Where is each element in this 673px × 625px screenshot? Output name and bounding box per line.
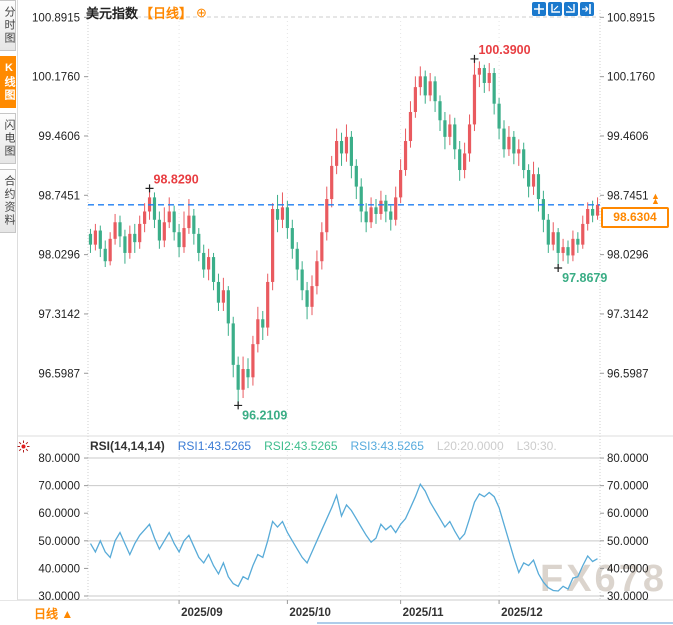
y-axis-label-right: 98.0296 [607,250,649,262]
y-axis-label-left: 98.0296 [38,250,80,262]
chart-titlebar: 美元指数 【日线】 ⊕ [86,3,207,22]
page-title: 美元指数 [86,6,139,21]
rsi-y-label-right: 70.0000 [607,481,649,493]
sidebar: 分时图 K线图闪电图合约资料 [0,0,18,600]
y-axis-label-left: 100.8915 [32,12,80,24]
axis-left-icon[interactable] [548,2,562,16]
y-axis-label-left: 96.5987 [38,368,80,380]
x-axis-label: 2025/10 [289,607,331,619]
rsi-axis: 80.0000 80.0000 70.0000 70.0000 60.0000 60.00… [38,453,648,603]
rsi-y-label-left: 70.0000 [38,481,80,493]
rsi-y-label-left: 50.0000 [38,536,80,548]
timeframe-arrow-icon: ▲ [61,607,74,621]
sidebar-tab-1[interactable]: 分时图 [0,0,16,51]
y-axis-label-right: 98.7451 [607,190,649,202]
x-axis-label: 2025/11 [403,607,445,619]
x-axis-label: 2025/12 [501,607,543,619]
y-axis-label-left: 97.3142 [38,309,80,321]
y-axis-label-left: 99.4606 [38,131,80,143]
rsi-y-label-left: 80.0000 [38,453,80,465]
candlestick-series [88,58,600,406]
chart-toolbar [532,2,594,16]
rsi-y-label-right: 40.0000 [607,563,649,575]
y-axis-label-right: 99.4606 [607,131,649,143]
horizontal-scrollbar-thumb[interactable] [317,622,673,624]
x-axis-label: 2025/09 [181,607,223,619]
indicator-settings-icon[interactable] [17,440,30,458]
rsi-legend: RSI(14,14,14) RSI1:43.5265 RSI2:43.5265 RSI… [90,439,557,453]
axis-right-icon[interactable] [564,2,578,16]
sidebar-tab-2[interactable]: K线图 [0,56,16,108]
period-label: 【日线】 [140,6,193,21]
rsi-y-label-left: 40.0000 [38,563,80,575]
rsi-legend-item-4: RSI3:43.5265 [350,439,424,453]
rsi-legend-item-2: RSI1:43.5265 [177,439,252,453]
y-axis-label-left: 100.1760 [32,72,80,84]
scroll-to-latest-icon[interactable]: ▲ ▲ [651,191,660,206]
rsi-y-label-right: 60.0000 [607,508,649,520]
pane-borders [0,10,673,601]
sidebar-tab-3[interactable]: 闪电图 [0,113,16,164]
price-annotations: 98.8290 100.3900 96.2109 97.8679 [145,43,607,422]
timeframe-label: 日线 [34,607,59,621]
annotation-high-label: 98.8290 [154,172,199,186]
rsi-y-label-right: 30.0000 [607,591,649,603]
last-price-tag: 98.6304 [601,207,669,228]
rsi-legend-item-5: L20:20.0000 [436,439,504,453]
y-axis-label-right: 100.1760 [607,72,655,84]
rsi-line [89,482,598,592]
rsi-y-label-right: 80.0000 [607,453,649,465]
rsi-legend-item-3: RSI2:43.5265 [264,439,338,453]
crosshair-icon[interactable] [532,2,546,16]
add-indicator-icon[interactable]: ⊕ [196,4,207,20]
annotation-low-label: 96.2109 [242,408,287,422]
sidebar-tab-4[interactable]: 合约资料 [0,169,16,233]
rsi-y-label-left: 30.0000 [38,591,80,603]
y-axis-label-right: 97.3142 [607,309,649,321]
rsi-legend-item-1: RSI(14,14,14) [90,439,165,453]
y-axis-label-right: 100.8915 [607,12,655,24]
y-axis-label-left: 98.7451 [38,190,80,202]
collapse-right-icon[interactable] [580,2,594,16]
rsi-y-label-left: 60.0000 [38,508,80,520]
annotation-low-label: 97.8679 [562,271,607,285]
y-axis-label-right: 96.5987 [607,368,649,380]
watermark: FX678 [540,558,667,600]
rsi-legend-item-6: L30:30. [516,439,557,453]
rsi-y-label-right: 50.0000 [607,536,649,548]
timeframe-selector[interactable]: 日线 ▲ [34,605,73,622]
main-y-axis: 100.8915 100.8915 100.1760 100.1760 99.4606 9… [32,12,655,380]
annotation-high-label: 100.3900 [478,43,530,57]
